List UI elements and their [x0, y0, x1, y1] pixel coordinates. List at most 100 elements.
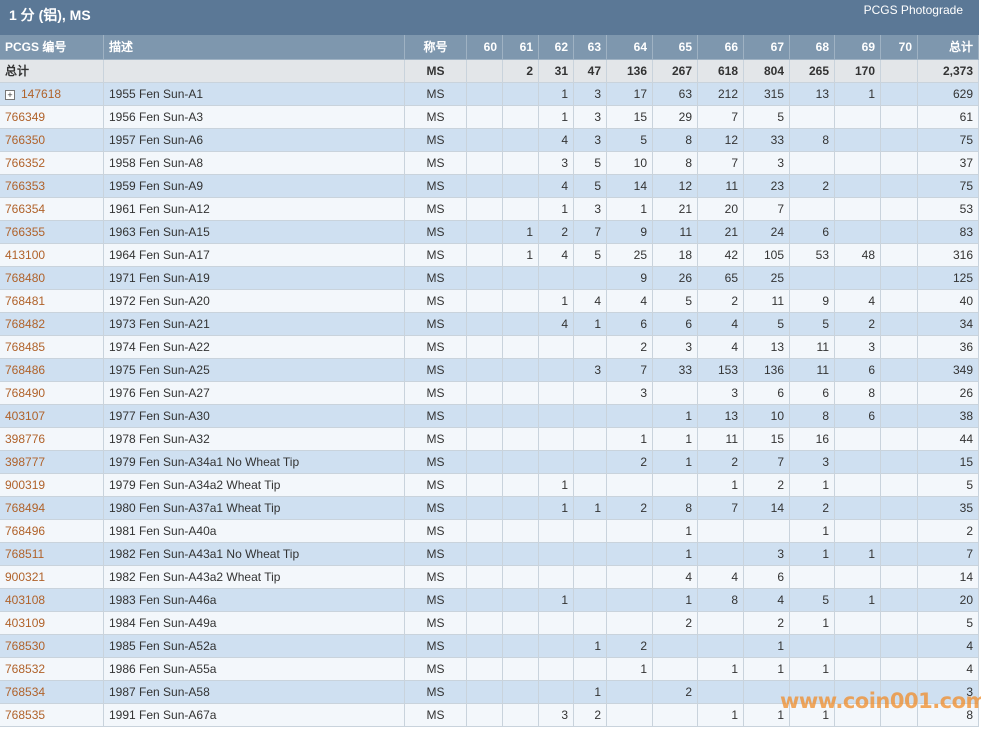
grade: MS	[405, 106, 467, 129]
count	[607, 543, 653, 566]
count	[467, 152, 503, 175]
expand-icon[interactable]: +	[5, 89, 15, 100]
pcgs-link[interactable]: 398776	[5, 432, 46, 446]
pcgs-link[interactable]: 768485	[5, 340, 46, 354]
count	[835, 175, 881, 198]
pcgs-link[interactable]: 768532	[5, 662, 46, 676]
description: 1978 Fen Sun-A32	[104, 428, 405, 451]
column-header[interactable]: 68	[790, 35, 835, 60]
count: 1	[539, 106, 574, 129]
pcgs-link[interactable]: 768534	[5, 685, 46, 699]
pcgs-link[interactable]: 403109	[5, 616, 46, 630]
pcgs-link[interactable]: 398777	[5, 455, 46, 469]
pcgs-link[interactable]: 403108	[5, 593, 46, 607]
row-total: 75	[918, 175, 979, 198]
pcgs-link[interactable]: 766350	[5, 133, 46, 147]
count: 4	[574, 290, 607, 313]
column-header[interactable]: 称号	[405, 35, 467, 60]
count: 3	[835, 336, 881, 359]
count: 10	[607, 152, 653, 175]
column-header[interactable]: 总计	[918, 35, 979, 60]
pcgs-link[interactable]: 768480	[5, 271, 46, 285]
count: 14	[744, 497, 790, 520]
count: 1	[539, 589, 574, 612]
column-header[interactable]: 描述	[104, 35, 405, 60]
count	[503, 681, 539, 704]
count: 4	[539, 175, 574, 198]
pcgs-link[interactable]: 768530	[5, 639, 46, 653]
pcgs-link[interactable]: 403107	[5, 409, 46, 423]
count	[503, 566, 539, 589]
total-count: 267	[653, 60, 698, 83]
pcgs-number: 768532	[0, 658, 104, 681]
photograde-link[interactable]: PCGS Photograde	[863, 3, 963, 17]
pcgs-number: 900321	[0, 566, 104, 589]
count: 2	[790, 497, 835, 520]
pcgs-link[interactable]: 147618	[21, 87, 62, 101]
row-total: 629	[918, 83, 979, 106]
grade: MS	[405, 474, 467, 497]
pcgs-link[interactable]: 900319	[5, 478, 46, 492]
count	[881, 474, 918, 497]
count	[607, 681, 653, 704]
count: 4	[539, 129, 574, 152]
count: 6	[790, 221, 835, 244]
row-total: 8	[918, 704, 979, 727]
count: 212	[698, 83, 744, 106]
count	[467, 566, 503, 589]
count	[835, 152, 881, 175]
pcgs-link[interactable]: 768494	[5, 501, 46, 515]
count	[467, 451, 503, 474]
count: 6	[744, 382, 790, 405]
count: 6	[653, 313, 698, 336]
column-header[interactable]: 64	[607, 35, 653, 60]
pcgs-link[interactable]: 413100	[5, 248, 46, 262]
description: 1985 Fen Sun-A52a	[104, 635, 405, 658]
column-header[interactable]: PCGS 编号	[0, 35, 104, 60]
count	[653, 658, 698, 681]
count: 136	[744, 359, 790, 382]
count: 1	[835, 589, 881, 612]
pcgs-link[interactable]: 766355	[5, 225, 46, 239]
pcgs-link[interactable]: 766354	[5, 202, 46, 216]
count	[503, 474, 539, 497]
pcgs-link[interactable]: 768481	[5, 294, 46, 308]
column-header[interactable]: 60	[467, 35, 503, 60]
count: 1	[503, 221, 539, 244]
column-header[interactable]: 69	[835, 35, 881, 60]
count	[835, 451, 881, 474]
pcgs-link[interactable]: 766352	[5, 156, 46, 170]
count	[881, 589, 918, 612]
count	[539, 451, 574, 474]
total-count: 136	[607, 60, 653, 83]
count: 2	[744, 612, 790, 635]
pcgs-link[interactable]: 768482	[5, 317, 46, 331]
count: 3	[539, 152, 574, 175]
count: 8	[653, 129, 698, 152]
pcgs-link[interactable]: 768511	[5, 547, 45, 561]
pcgs-link[interactable]: 766349	[5, 110, 46, 124]
pcgs-link[interactable]: 900321	[5, 570, 46, 584]
pcgs-link[interactable]: 768535	[5, 708, 46, 722]
count: 2	[790, 175, 835, 198]
column-header[interactable]: 62	[539, 35, 574, 60]
count: 1	[653, 543, 698, 566]
pcgs-link[interactable]: 766353	[5, 179, 46, 193]
column-header[interactable]: 67	[744, 35, 790, 60]
column-header[interactable]: 65	[653, 35, 698, 60]
count	[881, 658, 918, 681]
count	[467, 221, 503, 244]
column-header[interactable]: 70	[881, 35, 918, 60]
count	[574, 589, 607, 612]
pcgs-link[interactable]: 768496	[5, 524, 46, 538]
count	[607, 566, 653, 589]
description: 1979 Fen Sun-A34a1 No Wheat Tip	[104, 451, 405, 474]
column-header[interactable]: 61	[503, 35, 539, 60]
count: 13	[698, 405, 744, 428]
pcgs-link[interactable]: 768490	[5, 386, 46, 400]
column-header[interactable]: 66	[698, 35, 744, 60]
column-header[interactable]: 63	[574, 35, 607, 60]
count: 8	[653, 497, 698, 520]
pcgs-link[interactable]: 768486	[5, 363, 46, 377]
description: 1956 Fen Sun-A3	[104, 106, 405, 129]
